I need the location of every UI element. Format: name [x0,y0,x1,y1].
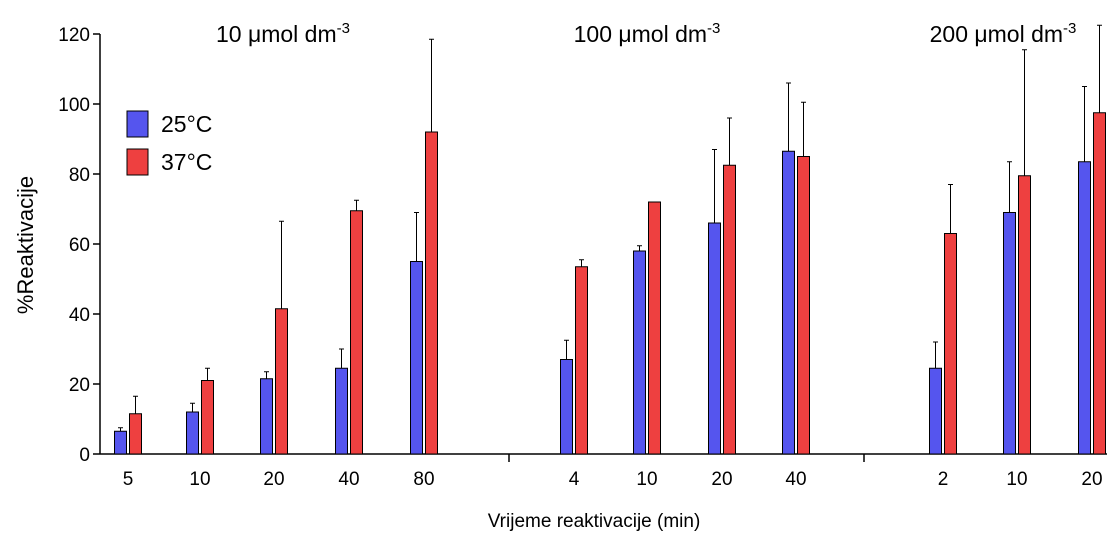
legend-label: 25°C [161,111,212,137]
bar [425,131,438,455]
group-title: 200 μmol dm-3 [930,20,1077,47]
y-tick-label: 60 [69,235,90,256]
x-tick-label: 40 [785,469,806,490]
y-tick-label: 40 [69,305,90,326]
y-tick-label: 100 [58,95,90,116]
bar [335,367,348,455]
bar [1078,161,1091,455]
bar [575,266,588,455]
y-tick-label: 80 [69,165,90,186]
bar [929,367,942,455]
x-tick-label: 10 [189,469,210,490]
bar [560,359,573,455]
y-tick-label: 0 [79,445,90,466]
y-axis: 0 20 40 60 80 100 120 [58,25,101,466]
x-tick-label: 2 [938,469,949,490]
legend-swatch [126,148,149,176]
bar [260,378,273,455]
bar [410,261,423,455]
x-tick-label: 10 [1006,469,1027,490]
bar [114,430,127,455]
group-title: 10 μmol dm-3 [216,20,350,47]
bar [708,222,721,455]
group-title: 100 μmol dm-3 [574,20,721,47]
bar [201,380,214,455]
y-tick-label: 120 [58,25,90,46]
bar [129,413,142,455]
x-tick-label: 20 [711,469,732,490]
y-tick-label: 20 [69,375,90,396]
x-tick-label: 5 [123,469,134,490]
bar [944,233,957,455]
bar [648,201,661,455]
bar [186,411,199,455]
bar [350,210,363,455]
x-tick-label: 10 [636,469,657,490]
bars-layer [114,112,1106,455]
bar [797,156,810,455]
x-axis-title: Vrijeme reaktivacije (min) [488,511,701,532]
bar [633,250,646,455]
x-tick-label: 20 [263,469,284,490]
x-tick-label: 4 [569,469,580,490]
bar [1003,212,1016,455]
bar [1093,112,1106,455]
bar [782,150,795,455]
bar [1018,175,1031,455]
legend-swatch [126,110,149,138]
x-tick-label: 40 [338,469,359,490]
x-tick-label: 20 [1081,469,1102,490]
bar [275,308,288,455]
x-tick-label: 80 [413,469,434,490]
bar [723,164,736,455]
legend: 25°C 37°C [126,110,212,176]
x-axis: 5 10 20 40 80 4 10 20 40 2 10 20 [100,453,1107,490]
error-bars-layer [118,24,1102,432]
y-axis-title: %Reaktivacije [13,176,38,314]
legend-label: 37°C [161,149,212,175]
group-titles: 10 μmol dm-3 100 μmol dm-3 200 μmol dm-3 [216,20,1076,47]
